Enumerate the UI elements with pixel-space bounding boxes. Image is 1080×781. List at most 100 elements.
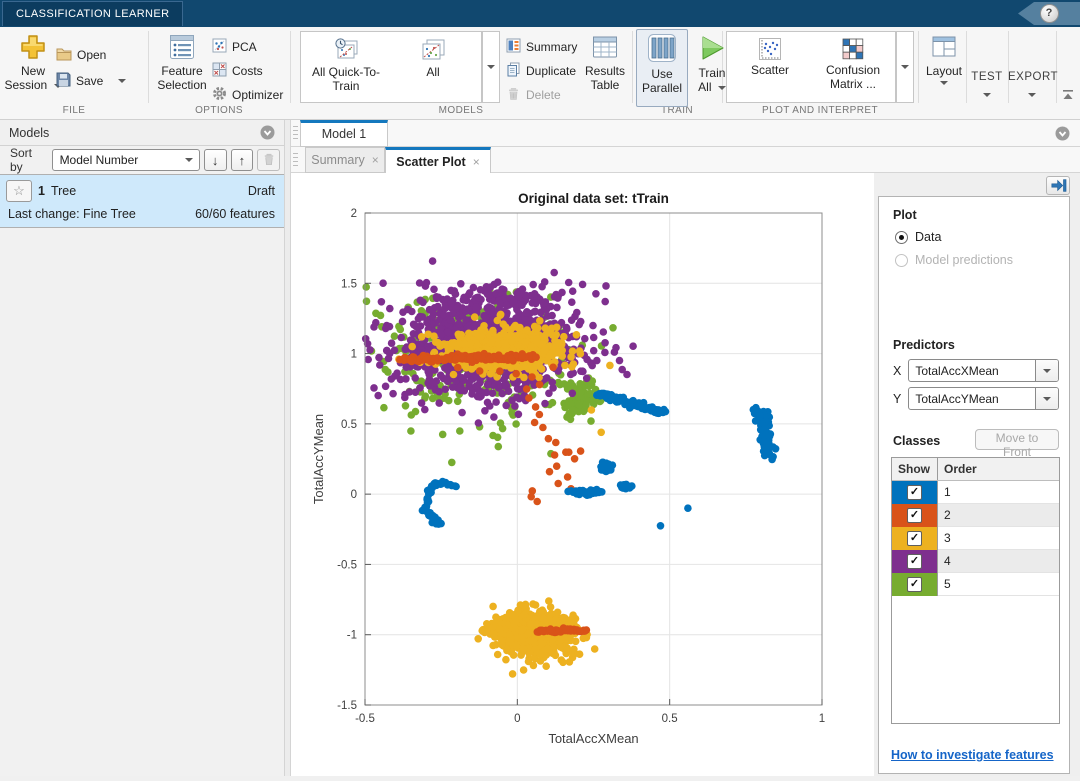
use-parallel-toggle-button[interactable]: Use Parallel [636, 29, 688, 107]
duplicate-label: Duplicate [526, 64, 577, 78]
class-color-cell: ✓ [892, 573, 938, 596]
new-session-plus-icon [20, 34, 46, 60]
dropdown-caret-icon [1035, 388, 1058, 409]
plot-gallery-dropdown-button[interactable] [896, 31, 914, 103]
results-table-label: Results Table [584, 64, 625, 92]
feature-selection-button[interactable]: Feature Selection [152, 31, 212, 105]
sort-ascending-button[interactable]: ↑ [230, 149, 254, 171]
confusion-matrix-ellipsis: ... [866, 77, 877, 91]
train-all-play-icon [698, 34, 726, 62]
scatter-plot-canvas[interactable]: -0.5 0 0.5 1 -1.5 -1 -0.5 0 0.5 1 1.5 2 Original dat… [291, 173, 874, 776]
panel-splitter[interactable] [284, 120, 291, 776]
scatter-points-class-4 [377, 278, 600, 325]
how-to-investigate-features-link[interactable]: How to investigate features [891, 748, 1054, 762]
dropdown-caret-icon [487, 65, 495, 69]
document-collapse-button[interactable] [1055, 126, 1070, 141]
train-all-label: Train All [698, 66, 726, 94]
all-quick-to-train-button[interactable]: All Quick-To-Train [303, 34, 389, 100]
layout-label: Layout [925, 64, 963, 78]
test-tab-group[interactable]: TEST [966, 27, 1008, 115]
layout-button[interactable]: Layout [922, 31, 966, 105]
costs-button[interactable]: Costs [212, 62, 263, 80]
classes-section-heading: Classes [893, 434, 941, 448]
svg-text:0.5: 0.5 [341, 419, 357, 431]
class-visibility-checkbox[interactable]: ✓ [907, 508, 922, 523]
classes-table-header: Show Order [892, 458, 1059, 481]
close-icon[interactable]: × [371, 153, 379, 167]
tab-classification-learner[interactable]: CLASSIFICATION LEARNER [2, 1, 184, 26]
scatter-plot-button[interactable]: Scatter [729, 34, 811, 100]
sort-descending-button[interactable]: ↓ [203, 149, 227, 171]
class-visibility-checkbox[interactable]: ✓ [907, 531, 922, 546]
help-button[interactable]: ? [1039, 4, 1059, 23]
scatter-points-class-5 [555, 369, 605, 425]
scatter-controls-panel: Plot Data Model predictions Predictors X… [878, 196, 1070, 774]
ribbon-collapse-button[interactable] [1060, 89, 1076, 103]
delete-label: Delete [526, 88, 561, 102]
class-row[interactable]: ✓ 4 [892, 550, 1059, 573]
close-icon[interactable]: × [472, 154, 480, 169]
class-row[interactable]: ✓ 2 [892, 504, 1059, 527]
model-name: Tree [50, 184, 77, 198]
scatter-points-class-2 [559, 624, 591, 636]
tab-model-1[interactable]: Model 1 [300, 120, 388, 147]
models-panel-title: Models [9, 125, 50, 140]
dropdown-caret-icon [940, 81, 948, 85]
class-order-cell: 3 [938, 527, 1059, 550]
results-table-button[interactable]: Results Table [580, 31, 630, 105]
classes-table: Show Order ✓ 1 ✓ 2 ✓ 3 ✓ 4 ✓ 5 [891, 457, 1060, 724]
models-panel-collapse-button[interactable] [260, 125, 275, 140]
models-gallery-dropdown-button[interactable] [482, 31, 500, 103]
undock-figure-button[interactable] [1046, 176, 1070, 195]
favorite-star-button[interactable]: ☆ [6, 180, 32, 202]
svg-text:1: 1 [351, 349, 357, 361]
all-models-icon [420, 37, 446, 63]
order-column-header: Order [944, 462, 977, 476]
class-row[interactable]: ✓ 5 [892, 573, 1059, 596]
radio-model-predictions[interactable]: Model predictions [895, 253, 1013, 267]
class-row[interactable]: ✓ 3 [892, 527, 1059, 550]
layout-icon [931, 34, 957, 60]
tab-scatter-plot[interactable]: Scatter Plot × [385, 147, 491, 173]
scatter-points-class-3 [508, 361, 614, 678]
confusion-matrix-button[interactable]: Confusion Matrix ... [813, 34, 893, 100]
dock-arrow-icon [1051, 179, 1066, 192]
save-button[interactable]: Save [56, 72, 142, 90]
class-visibility-checkbox[interactable]: ✓ [907, 577, 922, 592]
drag-grip-icon[interactable] [293, 153, 298, 167]
new-session-button[interactable]: New Session [4, 31, 62, 105]
all-models-button[interactable]: All [391, 34, 475, 100]
export-tab-group[interactable]: EXPORT [1008, 27, 1058, 115]
scatter-points-class-1 [616, 480, 636, 493]
new-session-label: New Session [4, 64, 48, 92]
tab-summary[interactable]: Summary × [305, 147, 385, 173]
optimizer-button[interactable]: Optimizer [212, 86, 283, 104]
dropdown-caret-icon [983, 93, 991, 97]
open-button[interactable]: Open [56, 46, 142, 64]
summary-button[interactable]: Summary [506, 38, 577, 56]
drag-grip-icon[interactable] [293, 126, 298, 140]
model-list-item[interactable]: ☆ 1 Tree Draft Last change: Fine Tree 60… [0, 174, 284, 228]
x-axis-label: TotalAccXMean [548, 731, 638, 746]
sort-by-dropdown[interactable]: Model Number [51, 149, 200, 171]
scatter-figure: -0.5 0 0.5 1 -1.5 -1 -0.5 0 0.5 1 1.5 2 Original dat… [291, 173, 874, 776]
dropdown-caret-icon [901, 65, 909, 69]
x-predictor-dropdown[interactable]: TotalAccXMean [908, 359, 1059, 382]
costs-icon [212, 62, 227, 80]
duplicate-icon [506, 62, 521, 80]
duplicate-button[interactable]: Duplicate [506, 62, 576, 80]
delete-button[interactable]: Delete [506, 86, 561, 104]
class-visibility-checkbox[interactable]: ✓ [907, 485, 922, 500]
train-all-button[interactable]: Train All [692, 31, 732, 105]
all-quick-to-train-label: All Quick-To-Train [311, 65, 380, 93]
radio-data[interactable]: Data [895, 230, 941, 244]
class-row[interactable]: ✓ 1 [892, 481, 1059, 504]
delete-model-button[interactable] [257, 149, 281, 171]
star-icon: ☆ [13, 183, 25, 198]
models-sort-bar: Sort by Model Number ↓ ↑ [0, 146, 284, 174]
y-predictor-dropdown[interactable]: TotalAccYMean [908, 387, 1059, 410]
move-to-front-button[interactable]: Move to Front [975, 429, 1059, 459]
pca-button[interactable]: PCA [212, 38, 257, 56]
class-visibility-checkbox[interactable]: ✓ [907, 554, 922, 569]
dropdown-caret-icon [1028, 93, 1036, 97]
